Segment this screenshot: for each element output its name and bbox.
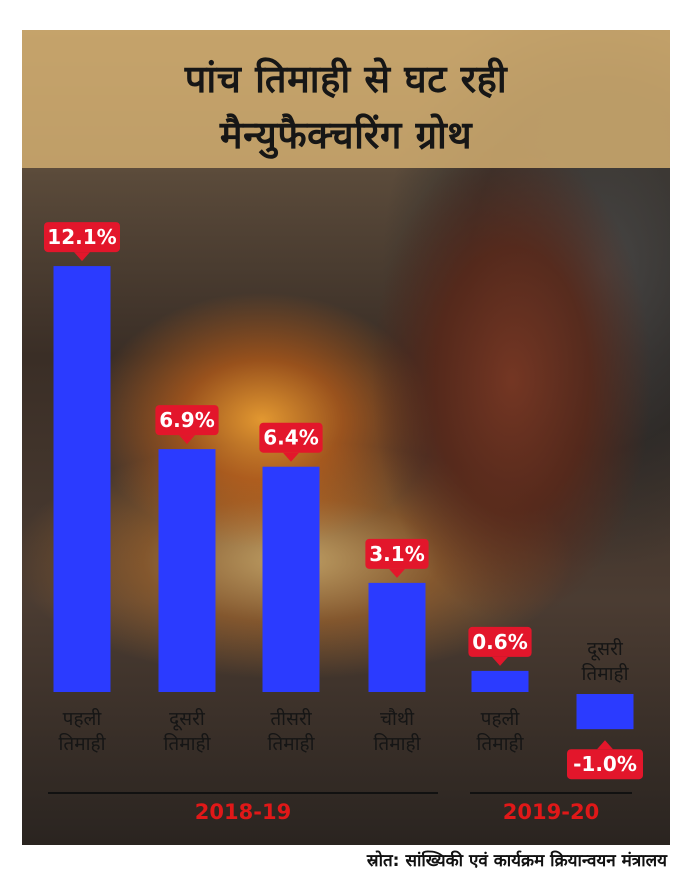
- title-line-1: पांच तिमाही से घट रही: [184, 57, 508, 101]
- group-label-0: 2018-19: [194, 800, 292, 824]
- value-badge-3: 3.1%: [365, 538, 429, 578]
- source-credit: स्रोत: सांख्यिकी एवं कार्यक्रम क्रियान्वय…: [367, 848, 667, 871]
- bar-0: [53, 266, 111, 692]
- tick-label-line: पहली: [62, 708, 102, 730]
- data-label: 12.1%: [47, 225, 116, 249]
- bar-3: [368, 582, 426, 692]
- data-label: 6.9%: [159, 408, 214, 432]
- tick-label-1: दूसरी तिमाही: [132, 707, 242, 757]
- value-badge-0: 12.1%: [44, 222, 120, 262]
- bar-2: [262, 466, 320, 692]
- tick-label-line: तिमाही: [373, 733, 421, 755]
- source-text: सांख्यिकी एवं कार्यक्रम क्रियान्वयन मंत्…: [405, 851, 667, 871]
- bar-4: [471, 670, 529, 692]
- tick-label-3: चौथी तिमाही: [342, 707, 452, 757]
- tick-label-line: दूसरी: [169, 708, 205, 730]
- tick-label-4: पहली तिमाही: [445, 707, 555, 757]
- background-photo: पांच तिमाही से घट रही मैन्युफैक्चरिंग ग्…: [22, 30, 670, 845]
- value-badge-4: 0.6%: [468, 626, 532, 666]
- value-badge-bg: [155, 405, 219, 436]
- value-badge-bg: [468, 626, 532, 657]
- tick-label-2: तीसरी तिमाही: [236, 707, 346, 757]
- bar-5: [576, 694, 634, 730]
- value-badge-bg: [365, 538, 429, 569]
- data-label: 6.4%: [263, 426, 318, 450]
- value-badge-pointer: [179, 435, 195, 445]
- tick-label-line: दूसरी: [587, 638, 623, 660]
- value-badge-bg: [44, 222, 120, 253]
- tick-label-line: पहली: [480, 708, 520, 730]
- bar-1: [158, 449, 216, 692]
- value-badge-1: 6.9%: [155, 405, 219, 445]
- value-badge-bg: [259, 422, 323, 453]
- tick-label-line: तिमाही: [581, 663, 629, 685]
- tick-label-line: तिमाही: [476, 733, 524, 755]
- tick-label-line: तिमाही: [163, 733, 211, 755]
- tick-label-line: तीसरी: [270, 708, 312, 730]
- title-band: पांच तिमाही से घट रही मैन्युफैक्चरिंग ग्…: [22, 30, 670, 168]
- value-badge-pointer: [389, 568, 405, 578]
- source-label: स्रोत:: [366, 851, 400, 871]
- tick-label-line: चौथी: [379, 708, 415, 730]
- title-line-2: मैन्युफैक्चरिंग ग्रोथ: [219, 113, 473, 157]
- value-badge-5: -1.0%: [567, 740, 643, 780]
- value-badge-pointer: [597, 740, 613, 750]
- data-label: 3.1%: [369, 542, 424, 566]
- data-label: 0.6%: [472, 630, 527, 654]
- tick-label-line: तिमाही: [267, 733, 315, 755]
- tick-label-line: तिमाही: [58, 733, 106, 755]
- value-badge-pointer: [283, 452, 299, 462]
- data-label: -1.0%: [573, 752, 637, 776]
- value-badge-pointer: [492, 656, 508, 666]
- group-label-1: 2019-20: [502, 800, 600, 824]
- tick-label-5: दूसरी तिमाही: [550, 637, 660, 687]
- value-badge-pointer: [74, 252, 90, 262]
- value-badge-2: 6.4%: [259, 422, 323, 462]
- value-badge-bg: [567, 749, 643, 780]
- tick-label-0: पहली तिमाही: [27, 707, 137, 757]
